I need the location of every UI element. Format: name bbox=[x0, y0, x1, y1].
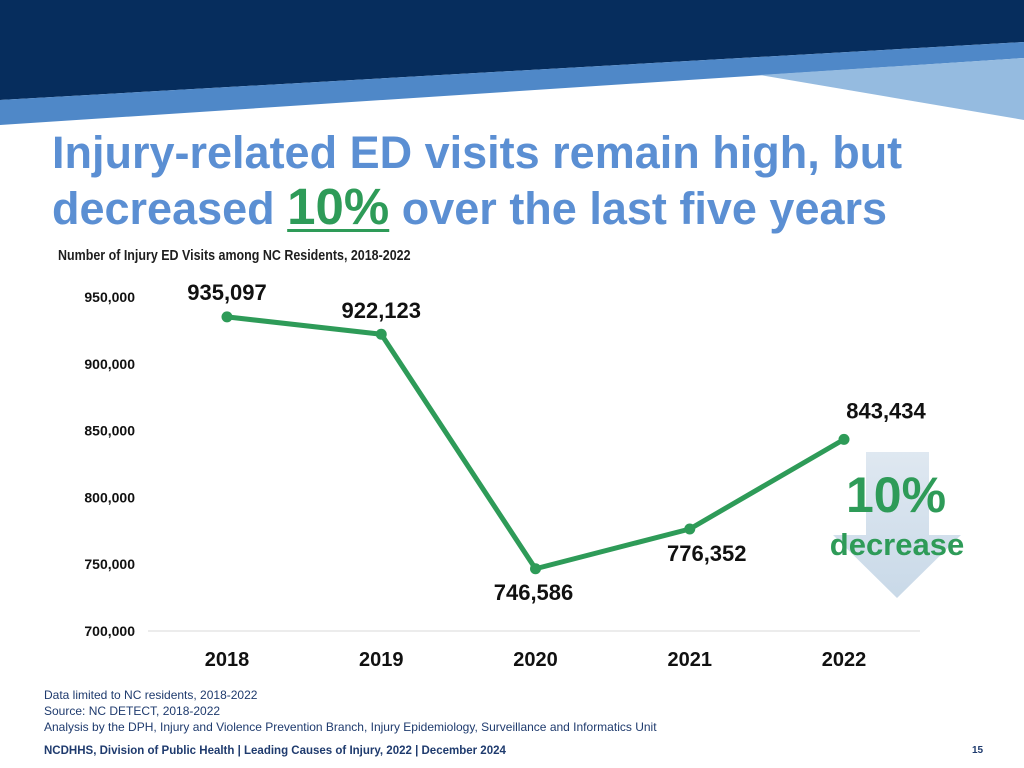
series-line bbox=[224, 314, 847, 572]
y-tick-label: 700,000 bbox=[84, 623, 135, 639]
data-point bbox=[375, 328, 387, 340]
data-point bbox=[838, 433, 850, 445]
data-point bbox=[684, 523, 696, 535]
x-tick-label: 2022 bbox=[822, 649, 867, 671]
y-tick-label: 900,000 bbox=[84, 356, 135, 372]
page-number: 15 bbox=[972, 745, 984, 756]
title-line-2-suffix: over the last five years bbox=[401, 183, 888, 234]
title-line-2: decreased 10% over the last five years bbox=[52, 180, 902, 236]
down-arrow-icon bbox=[833, 452, 961, 598]
y-tick-label: 850,000 bbox=[84, 423, 135, 439]
x-tick-label: 2020 bbox=[513, 649, 558, 671]
y-tick-label: 950,000 bbox=[84, 289, 135, 305]
data-point bbox=[530, 563, 541, 575]
decrease-annotation: 10% decrease bbox=[830, 452, 964, 598]
note-line: Analysis by the DPH, Injury and Violence… bbox=[44, 720, 657, 734]
note-line: Data limited to NC residents, 2018-2022 bbox=[44, 688, 258, 702]
data-label: 922,123 bbox=[341, 298, 421, 323]
annotation-value: 10% bbox=[846, 467, 946, 523]
chart-title: Number of Injury ED Visits among NC Resi… bbox=[58, 248, 411, 264]
data-label: 776,352 bbox=[667, 541, 747, 566]
y-tick-label: 800,000 bbox=[84, 489, 135, 505]
data-label: 935,097 bbox=[187, 280, 267, 305]
data-label: 843,434 bbox=[846, 398, 926, 423]
title-highlight-percent: 10% bbox=[287, 178, 390, 235]
header-band-light-triangle bbox=[760, 58, 1024, 120]
y-tick-label: 750,000 bbox=[84, 556, 135, 572]
data-label: 746,586 bbox=[494, 580, 574, 605]
slide-title: Injury-related ED visits remain high, bu… bbox=[52, 126, 902, 236]
header-band bbox=[0, 0, 1024, 125]
header-band-navy bbox=[0, 0, 1024, 100]
line-chart: 700,000 750,000 800,000 850,000 900,000 950,0… bbox=[84, 280, 964, 671]
data-point bbox=[221, 311, 233, 323]
annotation-label: decrease bbox=[830, 527, 964, 562]
x-tick-label: 2021 bbox=[668, 649, 713, 671]
title-line-2-prefix: decreased bbox=[52, 183, 275, 234]
chart-marks: 700,000 750,000 800,000 850,000 900,000 950,0… bbox=[84, 280, 926, 671]
footer-text: NCDHHS, Division of Public Health | Lead… bbox=[44, 745, 506, 757]
note-line: Source: NC DETECT, 2018-2022 bbox=[44, 704, 221, 718]
source-notes: Data limited to NC residents, 2018-2022 … bbox=[44, 687, 657, 735]
title-line-1: Injury-related ED visits remain high, bu… bbox=[52, 127, 903, 178]
header-band-blue-stripe bbox=[0, 42, 1024, 125]
x-tick-label: 2019 bbox=[359, 649, 404, 671]
x-tick-label: 2018 bbox=[205, 649, 250, 671]
